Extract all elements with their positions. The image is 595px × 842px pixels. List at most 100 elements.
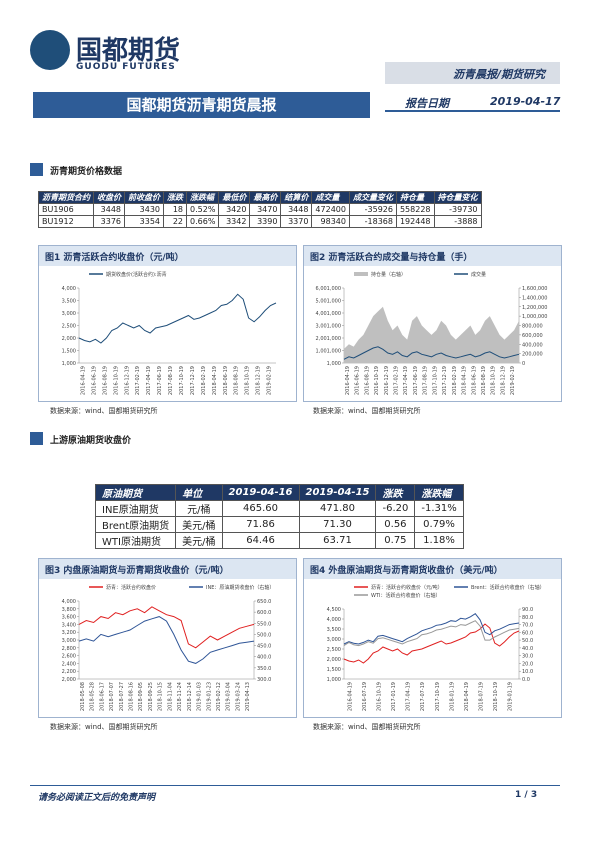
y-tick-label: 0.0 (522, 677, 530, 683)
x-tick-label: 2018-11-24 (177, 682, 183, 711)
x-tick-label: 2018-07-19 (479, 682, 485, 711)
table-cell: 3390 (249, 215, 282, 228)
logo-icon (30, 30, 70, 70)
y-tick-label: 4,000 (62, 599, 76, 605)
footer-rule (30, 785, 560, 786)
y-tick-label: 0 (522, 361, 525, 367)
y-tick-label: 20.0 (522, 661, 533, 667)
table: 沥青期货合约 收盘价 前收盘价 涨跌 涨跌幅 最低价 最高价 结算价 成交量 成交量变化 持仓量 持仓… (38, 191, 482, 228)
y-tick-label: 1,500 (62, 349, 76, 355)
y-tick-label: 400.0 (257, 655, 271, 661)
x-tick-label: 2019-03-04 (226, 682, 232, 711)
y-tick-label: 3,800 (62, 607, 76, 613)
table-cell: -35926 (348, 203, 397, 216)
x-tick-label: 2017-01-19 (391, 682, 397, 711)
category-band (385, 62, 560, 84)
legend-label: 期货收盘价(活跃合约):沥青 (106, 271, 167, 278)
x-tick-label: 2018-08-19 (481, 366, 487, 395)
y-tick-label: 2,400 (62, 661, 76, 667)
chart: 沥青：活跃合约收盘价（元/吨） Brent：活跃合约收盘价（右轴） WTI：活跃合约… (327, 584, 545, 711)
table-cell: 美元/桶 (175, 516, 223, 533)
x-tick-label: 2019-04-13 (245, 682, 251, 711)
x-tick-label: 2017-08-19 (168, 366, 174, 395)
x-tick-label: 2018-10-15 (158, 682, 164, 711)
x-tick-label: 2016-08-19 (102, 366, 108, 395)
y-tick-label: 3,500 (327, 627, 341, 633)
chart: 持仓量（右轴） 成交量 1,000 1,001,000 2,001,000 3,001,0… (316, 271, 548, 395)
table-cell: 涨跌幅 (185, 191, 220, 204)
table-cell: 71.86 (221, 516, 300, 533)
y-tick-label: 5,001,000 (316, 299, 341, 305)
table-row: BU1912 3376 3354 22 0.66% 3342 3390 3370 98340 -1… (38, 215, 482, 228)
x-tick-label: 2017-12-19 (190, 366, 196, 395)
table-cell: 1.18% (414, 532, 464, 549)
table-cell: 成交量 (311, 191, 350, 204)
table-cell: 3448 (93, 203, 125, 216)
date-rule (385, 110, 560, 112)
x-tick-label: 2019-02-19 (510, 366, 516, 395)
y-tick-label: 600,000 (522, 333, 543, 339)
table-row: 沥青期货合约 收盘价 前收盘价 涨跌 涨跌幅 最低价 最高价 结算价 成交量 成交量变化 持仓量 持仓… (38, 191, 482, 204)
table-cell: 63.71 (298, 532, 377, 549)
y-tick-label: 200,000 (522, 352, 543, 358)
section-icon (30, 432, 43, 445)
table-cell: 3448 (280, 203, 313, 216)
x-tick-label: 2016-04-19 (345, 366, 351, 395)
page-number: 1 / 3 (515, 790, 538, 800)
y-tick-label: 3,400 (62, 622, 76, 628)
x-tick-label: 2016-08-19 (364, 366, 370, 395)
x-tick-label: 2018-12-14 (187, 682, 193, 711)
y-tick-label: 1,600,000 (522, 286, 547, 292)
y-tick-label: 500.0 (257, 632, 271, 638)
chart-box: 图2 沥青活跃合约成交量与持仓量（手） 持仓量（右轴） 成交量 1,000 1,001,… (303, 245, 562, 402)
y-tick-label: 800,000 (522, 324, 543, 330)
table-cell: 0.52% (185, 203, 220, 216)
x-tick-label: 2019-01-03 (197, 682, 203, 711)
table-cell: 3430 (124, 203, 164, 216)
chart-box: 图1 沥青活跃合约收盘价（元/吨） 期货收盘价(活跃合约):沥青 1,000 1,50… (38, 245, 297, 402)
y-tick-label: 4,001,000 (316, 311, 341, 317)
y-tick-label: 3,001,000 (316, 324, 341, 330)
x-tick-label: 2018-06-19 (471, 366, 477, 395)
table-cell: 471.80 (298, 500, 377, 517)
y-tick-label: 1,000 (327, 677, 341, 683)
table-cell: 0.66% (185, 215, 220, 228)
y-tick-label: 90.0 (522, 607, 533, 613)
chart-box: 图3 内盘原油期货与沥青期货收盘价（元/吨） 沥青：活跃合约收盘价 INE：原油期货… (38, 558, 297, 718)
source: 数据来源：wind、国都期货研究所 (313, 407, 421, 415)
y-tick-label: 300.0 (257, 677, 271, 683)
y-tick-label: 2,800 (62, 646, 76, 652)
y-tick-label: 3,000 (62, 311, 76, 317)
y-tick-label: 1,000 (62, 361, 76, 367)
table-cell: 0.75 (375, 532, 416, 549)
legend-label: 持仓量（右轴） (371, 271, 406, 278)
y-tick-label: 1,200,000 (522, 305, 547, 311)
x-tick-label: 2018-11-04 (167, 682, 173, 711)
table-cell: BU1906 (38, 203, 94, 216)
x-tick-label: 2016-10-19 (113, 366, 119, 395)
table-cell: 3354 (124, 215, 164, 228)
table-cell: 558228 (395, 203, 435, 216)
table-cell: 3342 (218, 215, 251, 228)
caption: 图3 内盘原油期货与沥青期货收盘价（元/吨） (39, 559, 296, 579)
y-tick-label: 1,001,000 (316, 349, 341, 355)
date-label: 报告日期 (405, 97, 449, 110)
table-cell: 64.46 (221, 532, 300, 549)
table-cell: 涨跌 (163, 191, 187, 204)
x-tick-label: 2017-06-19 (413, 366, 419, 395)
table-cell: 持仓量 (395, 191, 435, 204)
table-cell: 192448 (395, 215, 435, 228)
y-tick-label: 3,000 (327, 637, 341, 643)
table-cell: 美元/桶 (175, 532, 223, 549)
x-tick-label: 2017-07-19 (420, 682, 426, 711)
x-tick-label: 2018-04-19 (212, 366, 218, 395)
y-tick-label: 1,000 (327, 361, 341, 367)
table-cell: 涨跌幅 (414, 484, 464, 501)
section-icon (30, 163, 43, 176)
x-tick-label: 2017-04-19 (406, 682, 412, 711)
table-cell: 3370 (280, 215, 313, 228)
y-tick-label: 3,200 (62, 630, 76, 636)
x-tick-label: 2018-07-07 (109, 682, 115, 711)
y-tick-label: 450.0 (257, 644, 271, 650)
